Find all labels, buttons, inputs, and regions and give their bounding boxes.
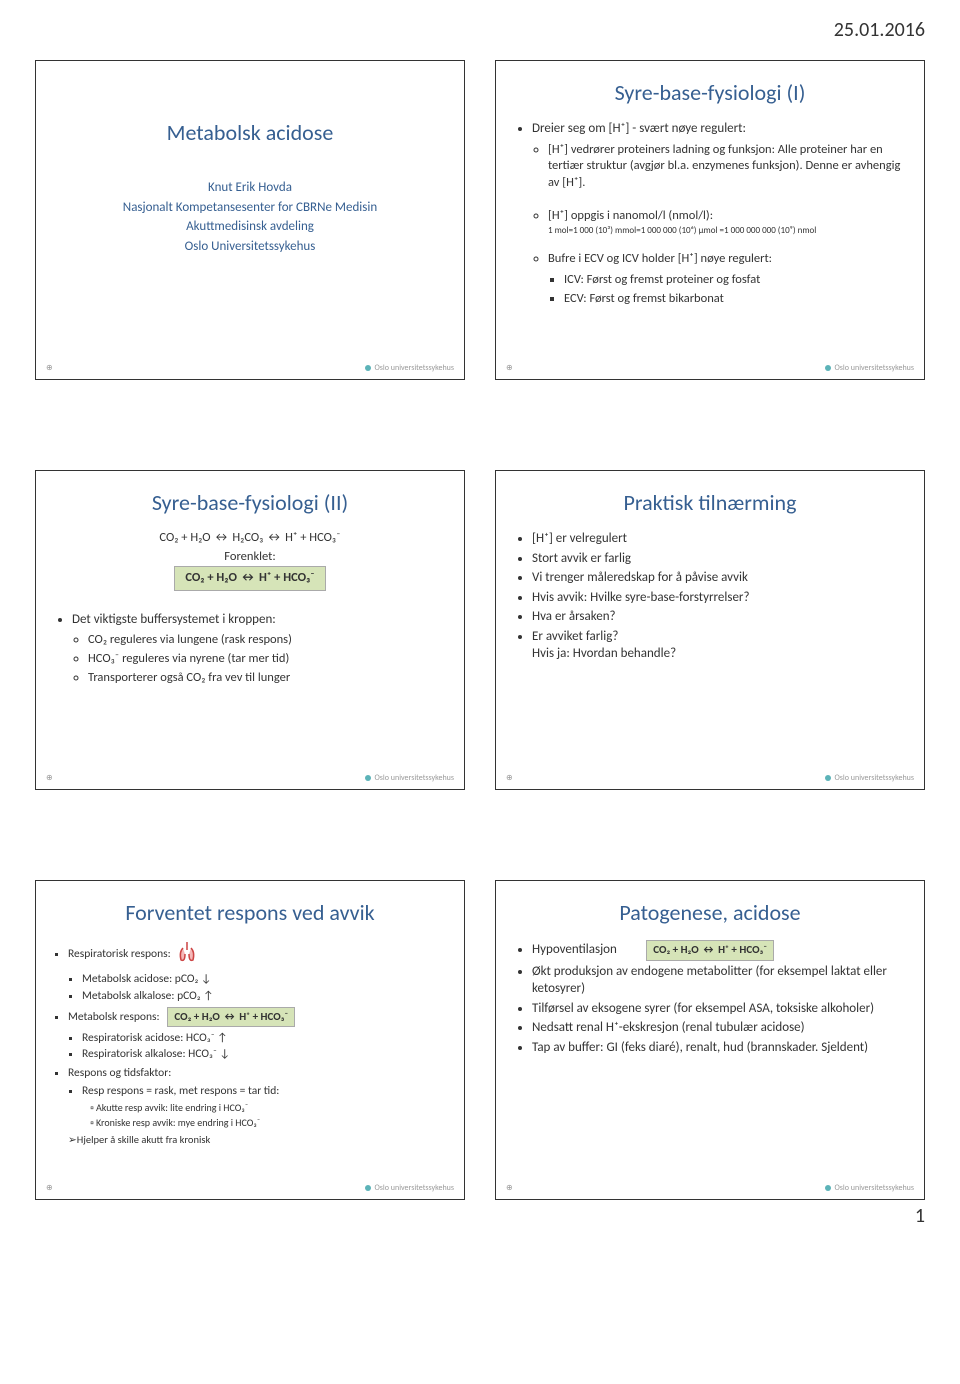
bullet: Respons og tidsfaktor: Resp respons = ra… bbox=[68, 1066, 446, 1147]
slide-5-title: Forventet respons ved avvik bbox=[54, 899, 446, 926]
date-header: 25.01.2016 bbox=[834, 18, 925, 42]
slide-2-title: Syre-base-fysiologi (I) bbox=[514, 79, 906, 106]
org-line-3: Oslo Universitetssykehus bbox=[54, 237, 446, 257]
author-name: Knut Erik Hovda bbox=[54, 178, 446, 198]
slide-4: Praktisk tilnærming [H⁺] er velregulert … bbox=[495, 470, 925, 790]
equation: CO₂ + H₂O ↔ H₂CO₃ ↔ H⁺ + HCO₃⁻ bbox=[54, 530, 446, 547]
tiny-note: 1 mol=1 000 (10³) mmol=1 000 000 (10⁶) µ… bbox=[548, 225, 906, 237]
sub-sub-bullet: ECV: Først og fremst bikarbonat bbox=[564, 291, 906, 308]
logo-left: ⊕ bbox=[506, 363, 513, 373]
slide-1: Metabolsk acidose Knut Erik Hovda Nasjon… bbox=[35, 60, 465, 380]
logo-left: ⊕ bbox=[46, 363, 53, 373]
sub-bullet: [H⁺] vedrører proteiners ladning og funk… bbox=[548, 142, 906, 193]
forenklet-label: Forenklet: bbox=[54, 549, 446, 566]
slide-2: Syre-base-fysiologi (I) Dreier seg om [H… bbox=[495, 60, 925, 380]
arrow-note: ➢Hjelper å skille akutt fra kronisk bbox=[68, 1133, 446, 1146]
sub-bullet: Bufre i ECV og ICV holder [H⁺] nøye regu… bbox=[548, 251, 906, 268]
bullet: Stort avvik er farlig bbox=[532, 550, 906, 568]
bullet: Respiratorisk respons: Metabolsk acidose… bbox=[68, 940, 446, 1003]
slide-grid: Metabolsk acidose Knut Erik Hovda Nasjon… bbox=[0, 0, 960, 1240]
bullet: Er avviket farlig? Hvis ja: Hvordan beha… bbox=[532, 628, 906, 663]
logo-left: ⊕ bbox=[506, 1183, 513, 1193]
lung-icon bbox=[173, 940, 201, 968]
org-line-1: Nasjonalt Kompetansesenter for CBRNe Med… bbox=[54, 198, 446, 218]
sub-bullet: HCO₃⁻ reguleres via nyrene (tar mer tid) bbox=[88, 651, 446, 668]
logo-right: Oslo universitetssykehus bbox=[365, 1183, 454, 1193]
logo-right: Oslo universitetssykehus bbox=[365, 773, 454, 783]
bullet: Metabolsk respons: CO₂ + H₂O ↔ H⁺ + HCO₃… bbox=[68, 1007, 446, 1062]
bullet: Tap av buffer: GI (feks diaré), renalt, … bbox=[532, 1039, 906, 1057]
slide-6-title: Patogenese, acidose bbox=[514, 899, 906, 926]
sub-bullet: Metabolsk alkalose: pCO₂ ↑ bbox=[82, 989, 446, 1003]
sub-sub-bullet: ICV: Først og fremst proteiner og fosfat bbox=[564, 272, 906, 289]
org-line-2: Akuttmedisinsk avdeling bbox=[54, 217, 446, 237]
slide-1-title: Metabolsk acidose bbox=[54, 119, 446, 146]
slide-3-body: CO₂ + H₂O ↔ H₂CO₃ ↔ H⁺ + HCO₃⁻ Forenklet… bbox=[54, 530, 446, 687]
bullet: [H⁺] er velregulert bbox=[532, 530, 906, 548]
sub-bullet: Metabolsk acidose: pCO₂ ↓ bbox=[82, 972, 446, 986]
formula-box: CO₂ + H₂O ↔ H⁺ + HCO₃⁻ bbox=[167, 1007, 295, 1027]
sub-bullet: CO₂ reguleres via lungene (rask respons) bbox=[88, 632, 446, 649]
bullet: Nedsatt renal H⁺-ekskresjon (renal tubul… bbox=[532, 1019, 906, 1037]
slide-4-title: Praktisk tilnærming bbox=[514, 489, 906, 516]
slide-5: Forventet respons ved avvik Respiratoris… bbox=[35, 880, 465, 1200]
logo-left: ⊕ bbox=[506, 773, 513, 783]
sub-bullet: Respiratorisk alkalose: HCO₃⁻ ↓ bbox=[82, 1047, 446, 1061]
sub-bullet: Transporterer også CO₂ fra vev til lunge… bbox=[88, 670, 446, 687]
bullet: Tilførsel av eksogene syrer (for eksempe… bbox=[532, 1000, 906, 1018]
bullet: Det viktigste buffersystemet i kroppen: bbox=[72, 611, 446, 629]
bullet: Hvis avvik: Hvilke syre-base-forstyrrels… bbox=[532, 589, 906, 607]
formula-box: CO₂ + H₂O ↔ H⁺ + HCO₃⁻ bbox=[646, 940, 774, 961]
sub-bullet: Resp respons = rask, met respons = tar t… bbox=[82, 1084, 446, 1129]
slide-4-body: [H⁺] er velregulert Stort avvik er farli… bbox=[514, 530, 906, 663]
formula-box: CO₂ + H₂O ↔ H⁺ + HCO₃⁻ bbox=[174, 566, 325, 591]
sub-sub-bullet: Akutte resp avvik: lite endring i HCO₃⁻ bbox=[96, 1102, 446, 1115]
bullet: Vi trenger måleredskap for å påvise avvi… bbox=[532, 569, 906, 587]
slide-5-body: Respiratorisk respons: Metabolsk acidose… bbox=[54, 940, 446, 1147]
sub-bullet: [H⁺] oppgis i nanomol/l (nmol/l): 1 mol=… bbox=[548, 208, 906, 237]
logo-right: Oslo universitetssykehus bbox=[825, 1183, 914, 1193]
page-number: 1 bbox=[915, 1204, 925, 1228]
bullet: Hva er årsaken? bbox=[532, 608, 906, 626]
logo-right: Oslo universitetssykehus bbox=[825, 363, 914, 373]
slide-3: Syre-base-fysiologi (II) CO₂ + H₂O ↔ H₂C… bbox=[35, 470, 465, 790]
slide-2-body: Dreier seg om [H⁺] - svært nøye regulert… bbox=[514, 120, 906, 308]
bullet: Hypoventilasjon CO₂ + H₂O ↔ H⁺ + HCO₃⁻ bbox=[532, 940, 906, 961]
sub-bullet: Respiratorisk acidose: HCO₃⁻ ↑ bbox=[82, 1031, 446, 1045]
sub-line: Hvis ja: Hvordan behandle? bbox=[532, 645, 906, 663]
bullet: Økt produksjon av endogene metabolitter … bbox=[532, 963, 906, 998]
logo-left: ⊕ bbox=[46, 773, 53, 783]
slide-1-body: Knut Erik Hovda Nasjonalt Kompetansesent… bbox=[54, 178, 446, 256]
sub-sub-bullet: Kroniske resp avvik: mye endring i HCO₃⁻ bbox=[96, 1117, 446, 1130]
slide-6: Patogenese, acidose Hypoventilasjon CO₂ … bbox=[495, 880, 925, 1200]
bullet: Dreier seg om [H⁺] - svært nøye regulert… bbox=[532, 120, 906, 138]
logo-left: ⊕ bbox=[46, 1183, 53, 1193]
logo-right: Oslo universitetssykehus bbox=[825, 773, 914, 783]
logo-right: Oslo universitetssykehus bbox=[365, 363, 454, 373]
slide-6-body: Hypoventilasjon CO₂ + H₂O ↔ H⁺ + HCO₃⁻ Ø… bbox=[514, 940, 906, 1057]
slide-3-title: Syre-base-fysiologi (II) bbox=[54, 489, 446, 516]
